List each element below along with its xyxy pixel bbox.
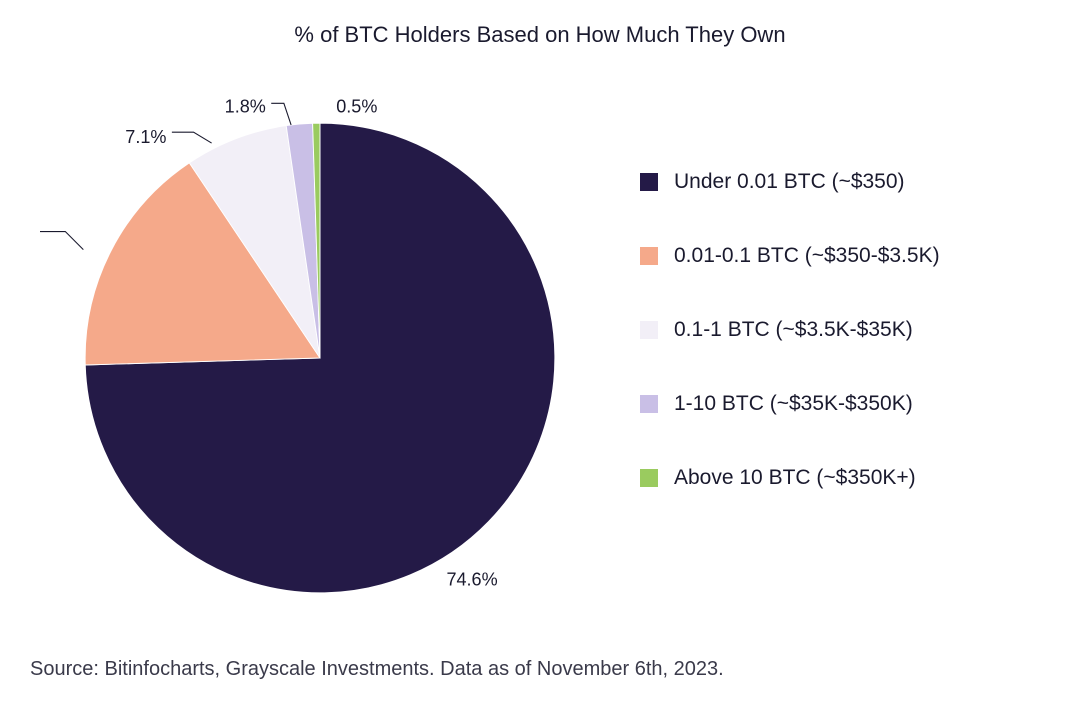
slice-label-p01_1: 7.1% [125,127,166,147]
leader-p01_1 [172,132,212,143]
legend-label-p001_01: 0.01-0.1 BTC (~$350-$3.5K) [674,244,940,268]
pie-chart: 74.6%16.1%7.1%1.8%0.5% [40,78,600,638]
legend-label-under_001: Under 0.01 BTC (~$350) [674,170,905,194]
legend-item-under_001: Under 0.01 BTC (~$350) [640,170,1060,194]
legend: Under 0.01 BTC (~$350) 0.01-0.1 BTC (~$35… [640,170,1060,540]
leader-p1_10 [271,103,291,125]
slice-label-above_10: 0.5% [336,96,377,116]
chart-title: % of BTC Holders Based on How Much They … [0,22,1080,48]
legend-label-above_10: Above 10 BTC (~$350K+) [674,466,916,490]
legend-label-p01_1: 0.1-1 BTC (~$3.5K-$35K) [674,318,913,342]
source-text: Source: Bitinfocharts, Grayscale Investm… [30,658,724,681]
legend-item-p1_10: 1-10 BTC (~$35K-$350K) [640,392,1060,416]
legend-swatch-above_10 [640,469,658,487]
leader-p001_01 [40,232,83,250]
slice-label-p1_10: 1.8% [225,96,266,116]
pie-svg: 74.6%16.1%7.1%1.8%0.5% [40,78,600,638]
legend-item-p001_01: 0.01-0.1 BTC (~$350-$3.5K) [640,244,1060,268]
legend-label-p1_10: 1-10 BTC (~$35K-$350K) [674,392,913,416]
slice-label-under_001: 74.6% [446,570,497,590]
legend-item-above_10: Above 10 BTC (~$350K+) [640,466,1060,490]
legend-swatch-p001_01 [640,247,658,265]
legend-swatch-p1_10 [640,395,658,413]
legend-swatch-p01_1 [640,321,658,339]
chart-container: % of BTC Holders Based on How Much They … [0,0,1080,701]
legend-swatch-under_001 [640,173,658,191]
legend-item-p01_1: 0.1-1 BTC (~$3.5K-$35K) [640,318,1060,342]
